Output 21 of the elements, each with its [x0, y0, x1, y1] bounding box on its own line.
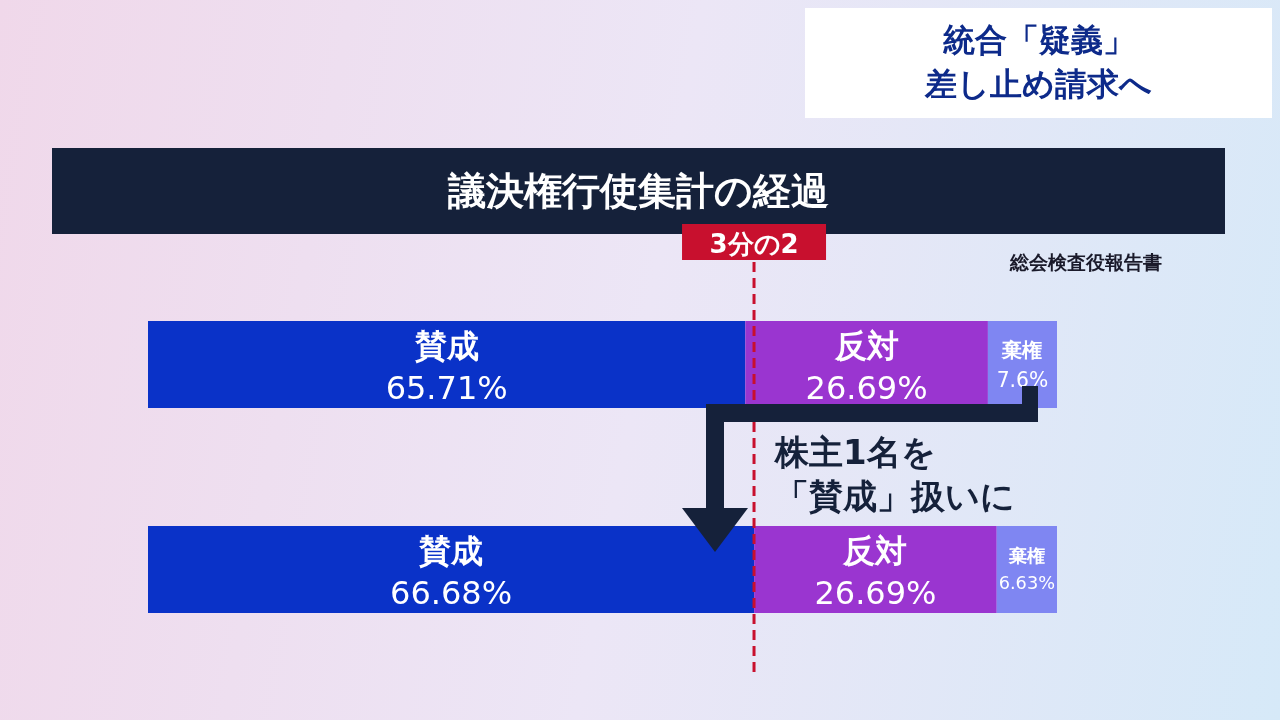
annotation: 「賛成」扱いに [775, 475, 1015, 518]
chart-title: 議決権行使集計の経過 [448, 168, 829, 213]
data-label: 7.6% [996, 367, 1049, 392]
data-label: 66.68% [390, 573, 513, 612]
annotation: 総会検査役報告書 [1010, 250, 1162, 275]
data-label: 65.71% [385, 368, 508, 407]
text: 賛成 [419, 531, 484, 570]
bar [148, 321, 746, 408]
ref-line-label: 3分の2 [709, 229, 799, 259]
text: 棄権 [1002, 337, 1043, 362]
text: 反対 [843, 531, 908, 570]
data-label: 26.69% [814, 573, 937, 612]
bar [148, 526, 755, 613]
series-label: 賛成 [413, 326, 479, 365]
text: 統合「疑義」 [941, 20, 1136, 61]
text: 差し止め請求へ [923, 64, 1153, 105]
series-label: 反対 [833, 326, 899, 365]
data-label: 26.69% [805, 368, 928, 407]
annotation: 株主1名を [775, 431, 937, 474]
series-label: 棄権 [1007, 545, 1045, 566]
data-label: 6.63% [998, 573, 1056, 594]
